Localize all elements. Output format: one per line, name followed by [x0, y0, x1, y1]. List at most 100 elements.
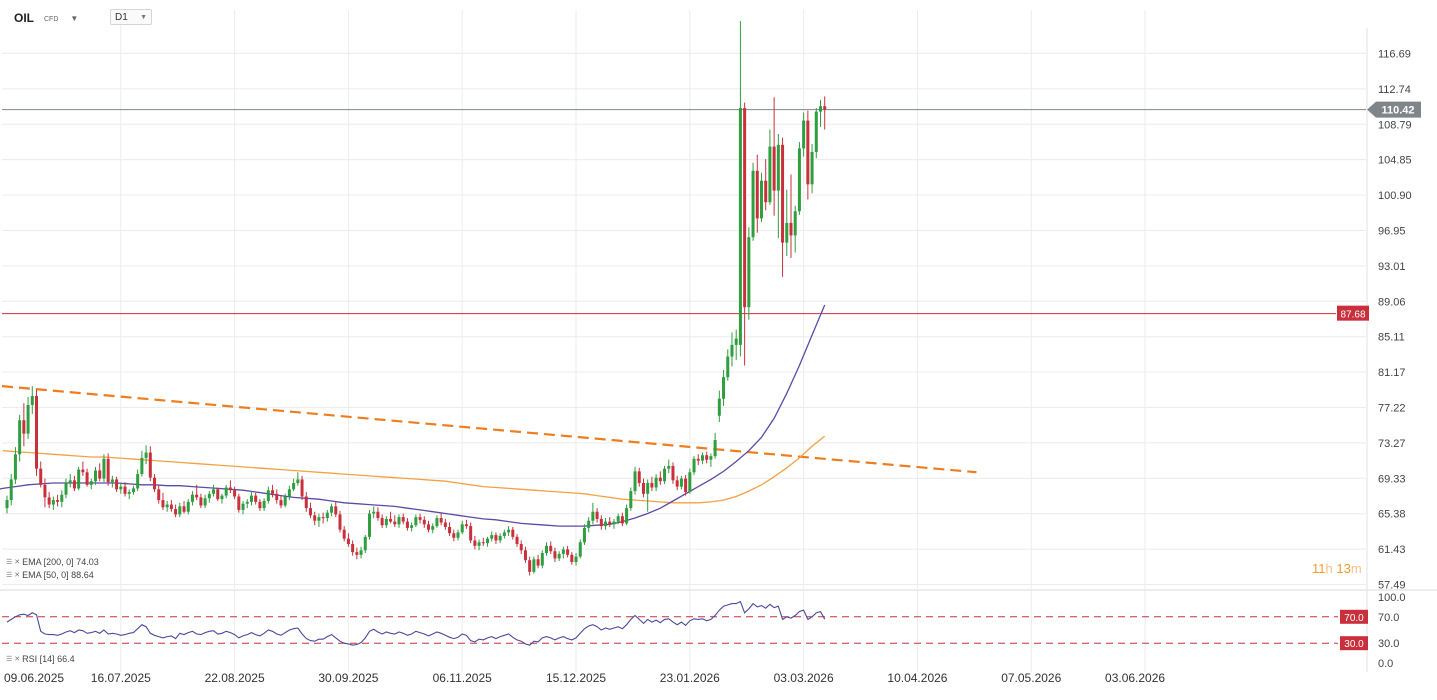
candle-body	[641, 483, 645, 494]
candle-body	[759, 180, 763, 219]
timeframe-label: D1	[115, 11, 128, 23]
candle	[313, 511, 317, 526]
candle-body	[123, 486, 127, 494]
candle-body	[582, 527, 586, 543]
candle	[566, 545, 570, 558]
candle	[743, 102, 747, 366]
rsi-axis-label: 100.0	[1378, 592, 1406, 604]
candle-body	[810, 151, 814, 185]
candle-body	[629, 491, 633, 509]
candle	[582, 524, 586, 545]
price-tick-label: 104.85	[1378, 155, 1412, 167]
indicator-settings-icon[interactable]: ☰	[6, 656, 13, 663]
candle-body	[351, 544, 355, 553]
candle-body	[498, 535, 502, 541]
timeframe-selector[interactable]: D1 ▼	[110, 9, 152, 25]
candle-body	[422, 519, 426, 525]
ema200-legend[interactable]: ☰ ✕ EMA [200, 0] 74.03	[6, 557, 99, 567]
date-tick-label: 10.04.2026	[887, 671, 947, 685]
candle-body	[317, 517, 321, 521]
candle	[785, 189, 789, 257]
candle	[802, 112, 806, 157]
candle	[679, 475, 683, 490]
candle	[325, 509, 329, 522]
candle-body	[553, 551, 557, 559]
candle-body	[528, 560, 532, 572]
candle-body	[224, 487, 228, 496]
candle	[439, 513, 443, 526]
price-tick-label: 81.17	[1378, 367, 1406, 379]
candle-body	[410, 525, 414, 528]
candle-body	[781, 144, 785, 243]
candle	[60, 490, 64, 508]
candle	[22, 403, 26, 447]
candle	[486, 536, 490, 547]
overlay-lines	[1, 109, 1366, 474]
candle	[684, 474, 688, 496]
indicator-remove-icon[interactable]: ✕	[14, 656, 21, 663]
timeframe-dropdown-icon: ▼	[140, 13, 147, 21]
candle	[367, 509, 371, 540]
indicator-remove-icon[interactable]: ✕	[14, 572, 21, 579]
candle	[271, 484, 275, 498]
candle	[127, 489, 131, 500]
candle	[98, 463, 102, 482]
symbol-dropdown-icon[interactable]: ▼	[70, 13, 79, 23]
ema50-label: EMA [50, 0] 88.64	[22, 570, 94, 580]
candle	[464, 519, 468, 529]
candle-body	[51, 500, 55, 505]
candle	[233, 486, 237, 500]
candle	[26, 396, 30, 440]
candle	[570, 552, 574, 565]
candle	[220, 493, 224, 504]
candle-body	[363, 536, 367, 551]
ema50-legend[interactable]: ☰ ✕ EMA [50, 0] 88.64	[6, 570, 94, 580]
candle-body	[772, 146, 776, 191]
candle-body	[549, 545, 553, 552]
candle-body	[776, 144, 780, 191]
candle	[747, 227, 751, 320]
rsi-legend[interactable]: ☰ ✕ RSI [14] 66.4	[6, 654, 75, 664]
candle	[308, 502, 312, 519]
candle-body	[604, 521, 608, 527]
symbol-selector[interactable]: OIL CFD ▼	[14, 8, 78, 28]
symbol-name[interactable]: OIL	[14, 11, 34, 25]
candle	[469, 522, 473, 544]
candle	[768, 129, 772, 205]
candle-body	[304, 496, 308, 509]
candle-body	[797, 148, 801, 212]
candle-body	[119, 486, 123, 490]
indicator-settings-icon[interactable]: ☰	[6, 559, 13, 566]
candle-body	[94, 470, 98, 482]
indicator-settings-icon[interactable]: ☰	[6, 572, 13, 579]
candle	[625, 504, 629, 526]
price-tick-label: 57.49	[1378, 580, 1406, 592]
candle	[616, 513, 620, 525]
candle-body	[148, 452, 152, 478]
ema200-label: EMA [200, 0] 74.03	[22, 557, 99, 567]
candle-body	[342, 529, 346, 539]
candle	[557, 551, 561, 562]
candle	[359, 546, 363, 559]
candle-body	[460, 524, 464, 533]
candle	[123, 482, 127, 497]
date-tick-label: 23.01.2026	[660, 671, 720, 685]
candle	[797, 142, 801, 215]
candle-body	[9, 479, 13, 501]
rsi-line	[6, 600, 826, 646]
candle-body	[616, 516, 620, 522]
candle-body	[64, 483, 68, 495]
candle	[578, 539, 582, 559]
indicator-remove-icon[interactable]: ✕	[14, 559, 21, 566]
candle	[212, 484, 216, 497]
rsi-line-path	[6, 600, 826, 646]
candle-body	[157, 489, 161, 501]
candle	[94, 466, 98, 485]
candle-body	[802, 120, 806, 149]
candle	[654, 474, 658, 492]
candle	[608, 517, 612, 527]
candle-body	[519, 544, 523, 551]
candle	[700, 452, 704, 465]
